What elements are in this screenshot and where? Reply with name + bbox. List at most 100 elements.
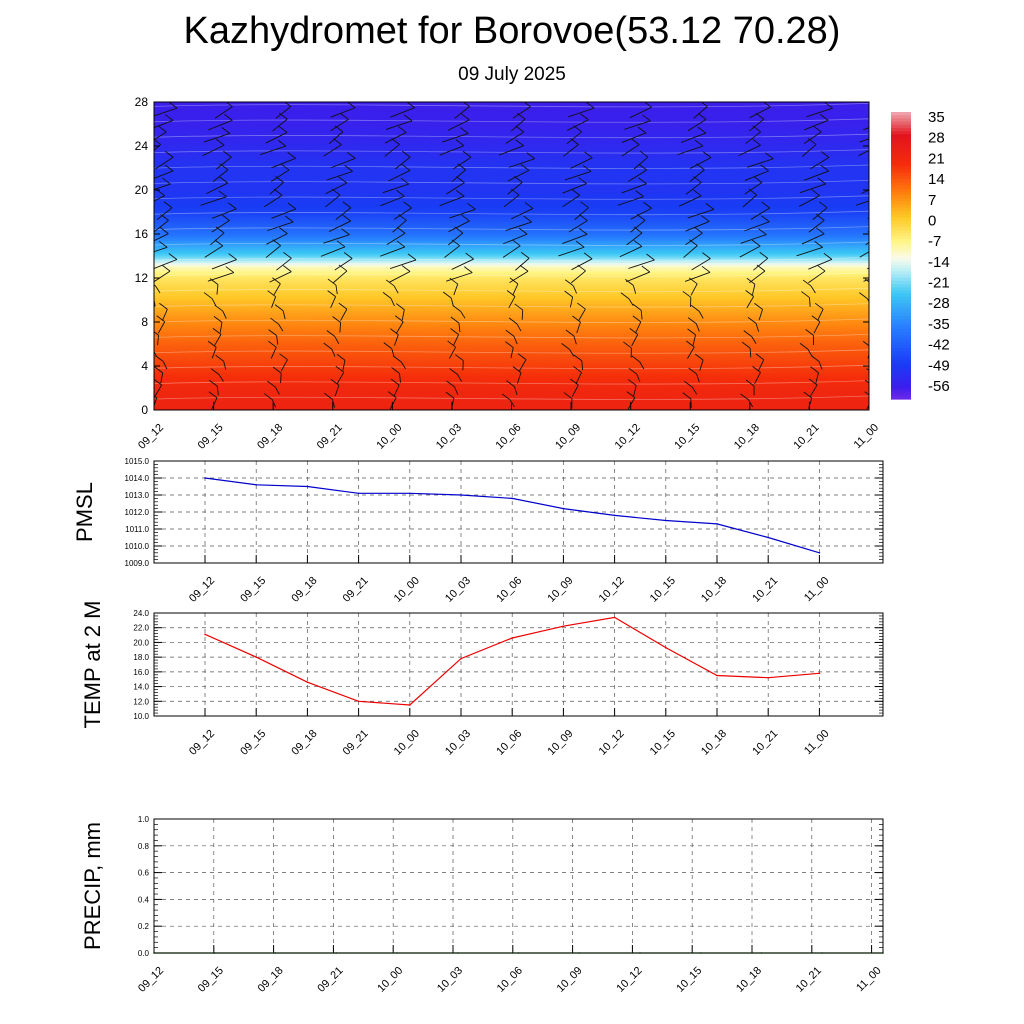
wind-barb [739, 245, 761, 258]
wind-barb [621, 144, 640, 157]
wind-barb-flag [509, 277, 519, 285]
wind-barb [514, 386, 518, 396]
temperature-band [154, 306, 869, 310]
wind-barb-flag [745, 379, 755, 387]
wind-barb [808, 220, 825, 233]
wind-barb [512, 106, 531, 119]
wind-barb [439, 145, 464, 156]
wind-barb-flag [214, 304, 224, 312]
wind-barb [626, 232, 643, 246]
wind-barb-flag [578, 177, 587, 184]
wind-barb-flag [447, 340, 456, 348]
temperature-band [154, 224, 869, 228]
wind-barb [216, 156, 232, 170]
wind-barb-flag [561, 342, 570, 350]
colorbar-swatch [891, 194, 911, 199]
colorbar-swatch [891, 127, 911, 132]
isotherm-line [154, 395, 869, 400]
wind-barb [746, 296, 755, 309]
wind-barb-flag [682, 290, 692, 298]
series-point [716, 674, 718, 677]
colorbar-swatch [891, 249, 911, 253]
y-tick-label: 24.0 [133, 609, 149, 618]
wind-barb-flag [450, 328, 459, 335]
wind-barb-flag [465, 252, 474, 260]
wind-barb-flag [155, 355, 164, 363]
wind-barb-flag [687, 328, 696, 336]
isotherm-line [154, 149, 869, 154]
plot-area [154, 613, 883, 716]
wind-barb [639, 361, 645, 370]
colorbar-swatch [891, 392, 911, 397]
wind-barb-flag [526, 152, 536, 160]
wind-barb-flag [751, 239, 761, 247]
temperature-band [154, 321, 869, 325]
wind-barb [690, 283, 698, 296]
isotherm-line [154, 180, 869, 185]
series-point [306, 485, 309, 488]
wind-barb-flag [394, 315, 404, 323]
colorbar-swatch [891, 166, 911, 170]
temperature-band [154, 330, 869, 334]
temperature-band [154, 394, 869, 398]
wind-barb [439, 195, 465, 207]
temperature-band [154, 385, 869, 389]
wind-barb-flag [326, 330, 336, 337]
wind-barb [276, 257, 292, 271]
wind-barb-flag [639, 150, 649, 158]
wind-barb [744, 170, 769, 181]
wind-barb-flag [215, 354, 224, 362]
wind-barb [749, 348, 752, 358]
chart-subtitle: 09 July 2025 [458, 64, 566, 85]
wind-barb-flag [874, 191, 882, 197]
colorbar-swatch [891, 153, 911, 158]
wind-barb-flag [400, 177, 410, 185]
colorbar-swatch [891, 214, 911, 218]
colorbar-label: 28 [928, 130, 945, 147]
wind-barb-flag [868, 327, 869, 330]
temperature-band [154, 121, 869, 125]
colorbar-swatch [891, 281, 911, 285]
temperature-band [154, 156, 869, 160]
wind-barb [210, 232, 225, 246]
wind-barb [807, 349, 813, 357]
wind-barb-flag [627, 379, 637, 386]
wind-barb [451, 169, 466, 183]
wind-barb-flag [224, 113, 233, 121]
y-tick-label: 1015.0 [125, 457, 150, 466]
temperature-band [154, 176, 869, 180]
colorbar-swatch [891, 188, 911, 193]
wind-barb [265, 132, 288, 144]
wind-barb [576, 321, 581, 334]
wind-barb-flag [279, 353, 288, 361]
wind-barb-flag [277, 139, 287, 147]
y-tick-label: 1011.0 [125, 525, 149, 534]
wind-barb [878, 311, 881, 319]
wind-barb [751, 336, 757, 344]
wind-barb [866, 403, 869, 410]
isotherm-line [154, 226, 869, 231]
wind-barb [685, 232, 703, 246]
temperature-band [154, 125, 869, 129]
wind-barb-flag [508, 317, 518, 325]
wind-barb-flag [625, 279, 634, 286]
temperature-band [154, 339, 869, 343]
temperature-band [154, 266, 869, 270]
x-tick-label: 09_15 [196, 965, 226, 995]
wind-barb [744, 182, 763, 195]
x-tick-label: 10_09 [553, 422, 583, 452]
colorbar-swatch [891, 277, 911, 282]
wind-barb-flag [682, 392, 692, 400]
wind-barb-flag [571, 188, 580, 196]
wind-barb [512, 283, 519, 296]
colorbar-swatch [891, 363, 911, 368]
colorbar-swatch [891, 134, 911, 139]
wind-barb-flag [506, 380, 515, 387]
series-point [665, 646, 667, 649]
wind-barb [391, 348, 395, 358]
wind-barb [380, 246, 406, 257]
series-point [204, 633, 206, 636]
colorbar-swatch [891, 147, 911, 151]
wind-barb [331, 348, 336, 357]
wind-barb-flag [638, 177, 647, 185]
